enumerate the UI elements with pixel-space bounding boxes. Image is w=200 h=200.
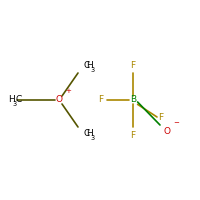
Text: O: O xyxy=(56,96,62,104)
Text: O: O xyxy=(164,127,170,136)
Text: −: − xyxy=(173,120,179,126)
Text: C: C xyxy=(83,62,89,71)
Text: 3: 3 xyxy=(91,67,95,73)
Text: 3: 3 xyxy=(91,135,95,141)
Text: H: H xyxy=(8,96,15,104)
Text: F: F xyxy=(98,96,104,104)
Text: C: C xyxy=(16,96,22,104)
Text: F: F xyxy=(130,130,136,140)
Text: 3: 3 xyxy=(12,101,17,107)
Text: +: + xyxy=(66,88,71,94)
Text: C: C xyxy=(83,130,89,138)
Text: F: F xyxy=(130,60,136,70)
Text: H: H xyxy=(87,130,93,138)
Text: F: F xyxy=(158,114,164,122)
Text: B: B xyxy=(130,96,136,104)
Text: H: H xyxy=(87,62,93,71)
